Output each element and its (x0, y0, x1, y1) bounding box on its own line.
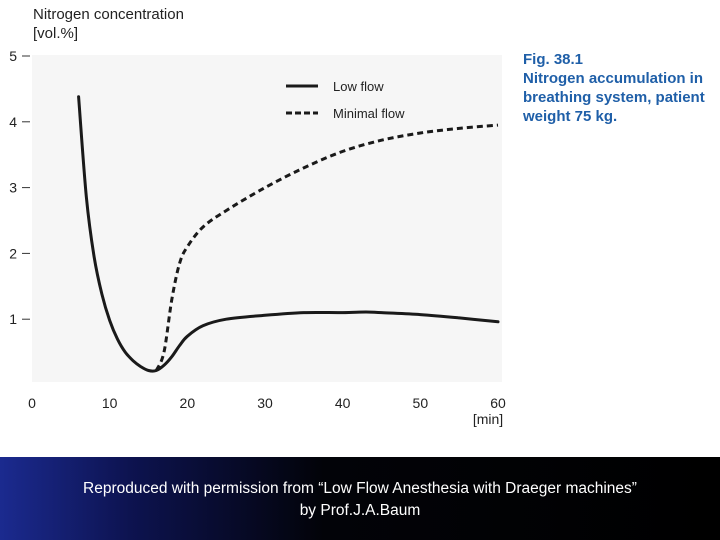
x-tick-label: 30 (257, 395, 273, 411)
legend-label: Minimal flow (333, 106, 405, 121)
y-tick-label: 5 (9, 48, 17, 64)
caption-line-4: weight 75 kg. (523, 108, 618, 125)
series-layer (77, 95, 500, 373)
x-tick-label: 50 (413, 395, 429, 411)
caption-line-2: Nitrogen accumulation in (523, 70, 704, 87)
figure-caption: Fig. 38.1 Nitrogen accumulation in breat… (523, 50, 718, 126)
x-tick-label: 60 (490, 395, 506, 411)
footer-line-2: by Prof.J.A.Baum (299, 502, 421, 519)
y-tick-label: 4 (9, 114, 17, 130)
x-axis-label: [min] (473, 411, 503, 427)
y-axis-title-line2: [vol.%] (33, 25, 79, 42)
footer-credit: Reproduced with permission from “Low Flo… (0, 478, 720, 522)
y-tick-label: 2 (9, 245, 17, 261)
caption-line-1: Fig. 38.1 (523, 51, 584, 68)
y-axis-title-line1: Nitrogen concentration (33, 6, 184, 23)
x-axis-ticks: 0 10 20 30 40 50 60 (28, 395, 506, 411)
series-line-minimal-flow (154, 123, 499, 372)
x-tick-label: 10 (102, 395, 118, 411)
nitrogen-chart: 1 2 3 4 5 0 10 20 30 40 50 60 [min] Low flow Minima… (9, 48, 506, 427)
y-axis-title: Nitrogen concentration [vol.%] (33, 5, 184, 43)
footer-line-1: Reproduced with permission from “Low Flo… (83, 480, 637, 497)
x-tick-label: 0 (28, 395, 36, 411)
plot-background (32, 55, 502, 382)
caption-line-3: breathing system, patient (523, 89, 705, 106)
y-axis-ticks: 1 2 3 4 5 (9, 48, 30, 327)
y-tick-label: 1 (9, 311, 17, 327)
legend-label: Low flow (333, 79, 384, 94)
x-tick-label: 40 (335, 395, 351, 411)
footer-banner: Reproduced with permission from “Low Flo… (0, 457, 720, 540)
legend: Low flow Minimal flow (286, 79, 405, 121)
series-line-low-flow (77, 95, 500, 373)
y-tick-label: 3 (9, 180, 17, 196)
x-tick-label: 20 (180, 395, 196, 411)
